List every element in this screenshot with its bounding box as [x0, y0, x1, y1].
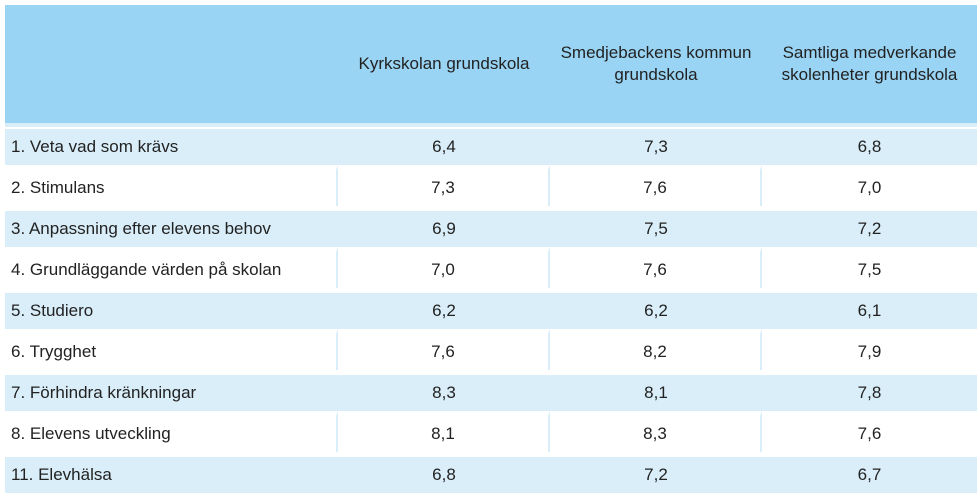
cell-kyrkskolan: 6,4: [338, 127, 550, 165]
cell-kyrkskolan: 6,9: [338, 206, 550, 247]
cell-smedjebacken: 7,5: [550, 206, 762, 247]
row-label: 7. Förhindra kränkningar: [5, 370, 338, 411]
table-row: 5. Studiero 6,2 6,2 6,1: [5, 288, 977, 329]
row-label: 1. Veta vad som krävs: [5, 127, 338, 165]
row-label: 3. Anpassning efter elevens behov: [5, 206, 338, 247]
table-row: 2. Stimulans 7,3 7,6 7,0: [5, 165, 977, 206]
row-label: 2. Stimulans: [5, 165, 338, 206]
table-row: 8. Elevens utveckling 8,1 8,3 7,6: [5, 411, 977, 452]
cell-smedjebacken: 6,2: [550, 288, 762, 329]
cell-kyrkskolan: 8,3: [338, 370, 550, 411]
table-row: 3. Anpassning efter elevens behov 6,9 7,…: [5, 206, 977, 247]
cell-kyrkskolan: 7,6: [338, 329, 550, 370]
table-header-row: Kyrkskolan grundskola Smedjebackens komm…: [5, 5, 977, 127]
header-kyrkskolan: Kyrkskolan grundskola: [338, 5, 550, 127]
row-label: 6. Trygghet: [5, 329, 338, 370]
table-row: 1. Veta vad som krävs 6,4 7,3 6,8: [5, 127, 977, 165]
cell-samtliga: 6,1: [762, 288, 977, 329]
cell-smedjebacken: 8,1: [550, 370, 762, 411]
row-label: 5. Studiero: [5, 288, 338, 329]
cell-samtliga: 6,8: [762, 127, 977, 165]
cell-samtliga: 6,7: [762, 452, 977, 493]
table-row: 11. Elevhälsa 6,8 7,2 6,7: [5, 452, 977, 493]
cell-samtliga: 7,8: [762, 370, 977, 411]
cell-kyrkskolan: 6,8: [338, 452, 550, 493]
results-table-container: Kyrkskolan grundskola Smedjebackens komm…: [5, 5, 977, 493]
cell-samtliga: 7,9: [762, 329, 977, 370]
cell-smedjebacken: 7,2: [550, 452, 762, 493]
cell-kyrkskolan: 6,2: [338, 288, 550, 329]
cell-kyrkskolan: 8,1: [338, 411, 550, 452]
cell-kyrkskolan: 7,0: [338, 247, 550, 288]
row-label: 4. Grundläggande värden på skolan: [5, 247, 338, 288]
results-table: Kyrkskolan grundskola Smedjebackens komm…: [5, 5, 977, 493]
row-label: 11. Elevhälsa: [5, 452, 338, 493]
cell-smedjebacken: 7,6: [550, 165, 762, 206]
cell-smedjebacken: 7,3: [550, 127, 762, 165]
table-row: 6. Trygghet 7,6 8,2 7,9: [5, 329, 977, 370]
cell-kyrkskolan: 7,3: [338, 165, 550, 206]
table-row: 7. Förhindra kränkningar 8,3 8,1 7,8: [5, 370, 977, 411]
cell-samtliga: 7,2: [762, 206, 977, 247]
cell-smedjebacken: 8,2: [550, 329, 762, 370]
row-label: 8. Elevens utveckling: [5, 411, 338, 452]
cell-samtliga: 7,0: [762, 165, 977, 206]
cell-smedjebacken: 8,3: [550, 411, 762, 452]
header-samtliga: Samtliga medverkande skolenheter grundsk…: [762, 5, 977, 127]
cell-samtliga: 7,5: [762, 247, 977, 288]
header-empty: [5, 5, 338, 127]
cell-smedjebacken: 7,6: [550, 247, 762, 288]
header-smedjebacken: Smedjebackens kommun grundskola: [550, 5, 762, 127]
cell-samtliga: 7,6: [762, 411, 977, 452]
table-row: 4. Grundläggande värden på skolan 7,0 7,…: [5, 247, 977, 288]
